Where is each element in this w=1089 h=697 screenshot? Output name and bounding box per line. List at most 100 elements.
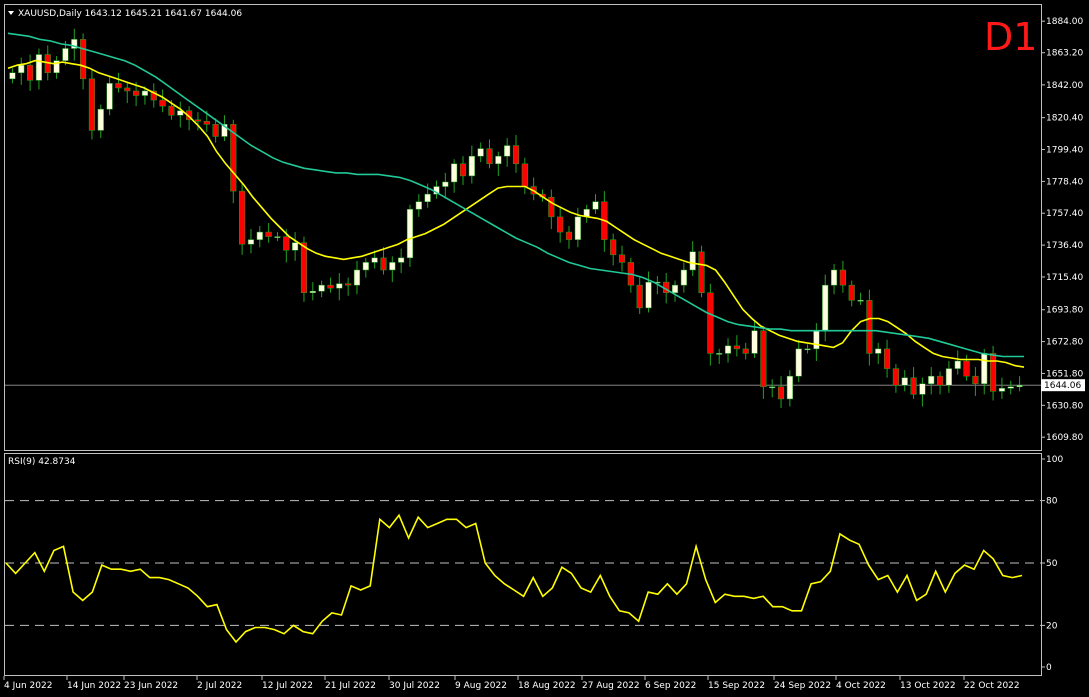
time-tick-label: 9 Aug 2022: [455, 681, 507, 691]
bull-candle: [795, 348, 802, 377]
chevron-down-icon[interactable]: [8, 11, 14, 15]
price-tick-label: 1863.20: [1046, 49, 1083, 59]
bear-candle: [698, 251, 705, 293]
bull-candle: [274, 236, 281, 238]
bear-candle: [742, 348, 749, 354]
bull-candle: [574, 216, 581, 240]
bull-candle: [106, 83, 113, 110]
bull-candle: [97, 108, 104, 131]
bear-candle: [327, 284, 334, 289]
bull-candle: [371, 257, 378, 263]
bear-candle: [159, 99, 166, 107]
bull-candle: [592, 201, 599, 210]
bear-candle: [892, 368, 899, 386]
bull-candle: [919, 383, 926, 395]
bull-candle: [468, 155, 475, 177]
time-tick-label: 12 Jul 2022: [262, 681, 313, 691]
bear-candle: [186, 110, 193, 121]
price-tick-label: 1884.00: [1046, 17, 1083, 27]
bear-candle: [194, 119, 202, 122]
bear-candle: [963, 360, 970, 377]
bull-candle: [292, 242, 299, 251]
bull-candle: [981, 353, 988, 385]
price-tick-label: 1651.80: [1046, 369, 1083, 379]
time-tick-label: 18 Aug 2022: [518, 681, 576, 691]
bear-candle: [27, 64, 34, 81]
rsi-tick-label: 80: [1046, 497, 1058, 507]
bull-candle: [18, 64, 25, 74]
bear-candle: [133, 90, 140, 96]
candles-group: [9, 28, 1023, 409]
bull-candle: [9, 72, 16, 80]
bear-candle: [230, 124, 237, 192]
price-tick-label: 1630.80: [1046, 401, 1083, 411]
symbol-info: XAUUSD,Daily 1643.12 1645.21 1641.67 164…: [18, 9, 242, 19]
bear-candle: [212, 124, 219, 137]
time-tick-label: 15 Sep 2022: [708, 681, 765, 691]
bull-candle: [680, 269, 687, 286]
rsi-tick-label: 20: [1046, 621, 1058, 631]
time-tick-label: 23 Jun 2022: [124, 681, 178, 691]
bear-candle: [839, 269, 846, 286]
time-tick-label: 27 Aug 2022: [582, 681, 640, 691]
bull-candle: [1007, 386, 1014, 389]
rsi-panel-frame: [4, 453, 1042, 676]
bear-candle: [557, 216, 564, 233]
bull-candle: [769, 386, 776, 389]
price-tick-label: 1757.40: [1046, 209, 1083, 219]
bear-candle: [283, 236, 290, 251]
bear-candle: [88, 78, 96, 131]
bear-candle: [512, 145, 520, 165]
bull-candle: [406, 209, 414, 259]
bear-candle: [203, 121, 210, 125]
bull-candle: [857, 300, 864, 302]
bear-candle: [459, 163, 467, 177]
bear-candle: [168, 105, 175, 116]
bear-candle: [883, 348, 891, 369]
current-price-value: 1644.06: [1044, 381, 1081, 391]
bear-candle: [548, 196, 555, 218]
bull-candle: [716, 353, 723, 355]
bear-candle: [565, 231, 573, 240]
ma-slow-line: [7, 32, 1024, 358]
bull-candle: [442, 181, 449, 187]
bull-candle: [751, 330, 758, 354]
bull-candle: [256, 231, 263, 240]
rsi-tick-label: 0: [1046, 663, 1052, 673]
bull-candle: [901, 377, 908, 386]
time-tick-label: 21 Jul 2022: [325, 681, 376, 691]
bull-candle: [495, 155, 502, 165]
bear-candle: [707, 292, 714, 354]
bull-candle: [247, 239, 255, 245]
price-tick-label: 1736.40: [1046, 241, 1083, 251]
bull-candle: [786, 375, 793, 400]
price-tick-label: 1715.40: [1046, 273, 1083, 283]
price-panel-frame: [4, 4, 1042, 451]
bear-candle: [115, 83, 122, 89]
bear-candle: [848, 284, 855, 301]
rsi-tick-label: 50: [1046, 559, 1058, 569]
bull-candle: [945, 368, 952, 386]
bull-candle: [177, 110, 184, 116]
rsi-series: [5, 513, 1023, 644]
bull-candle: [415, 201, 422, 210]
rsi-axis: 100 80 50 20 0: [5, 455, 1063, 673]
rsi-label: RSI(9) 42.8734: [8, 457, 76, 467]
bear-candle: [733, 345, 740, 350]
bull-candle: [813, 330, 820, 350]
bull-candle: [822, 284, 829, 331]
bull-candle: [830, 269, 838, 286]
bull-candle: [53, 60, 60, 74]
time-tick-label: 6 Sep 2022: [645, 681, 696, 691]
bull-candle: [71, 39, 78, 49]
price-tick-label: 1778.40: [1046, 177, 1083, 187]
time-tick-label: 30 Jul 2022: [389, 681, 440, 691]
bear-candle: [760, 330, 767, 388]
bull-candle: [928, 375, 935, 385]
time-tick-label: 22 Oct 2022: [964, 681, 1020, 691]
bull-candle: [353, 269, 361, 286]
bear-candle: [300, 242, 308, 293]
bull-candle: [804, 348, 811, 351]
